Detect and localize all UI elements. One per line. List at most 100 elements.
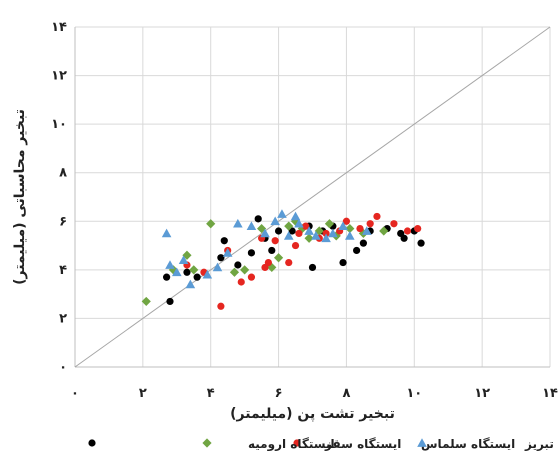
data-point [353, 246, 361, 255]
data-point [304, 226, 314, 235]
data-point [217, 254, 225, 262]
legend-label: ایستگاه ارومیه [248, 437, 335, 452]
legend-label: ایستگاه تبریز [524, 437, 558, 451]
data-point [246, 221, 257, 230]
series-4 [161, 209, 372, 289]
x-axis-title: تبخیر تشت پن (میلیمتر) [230, 406, 395, 422]
data-point [270, 216, 280, 226]
data-point [283, 231, 294, 240]
data-point [304, 233, 314, 243]
y-tick-label: ۱۴ [51, 20, 67, 35]
data-point [220, 237, 228, 245]
data-point [264, 258, 272, 267]
data-point [183, 268, 191, 276]
data-point [229, 267, 240, 277]
legend-label: ایستگاه سلماس [421, 437, 515, 451]
data-point [178, 255, 189, 264]
grid-lines [75, 26, 551, 367]
data-point [328, 228, 338, 238]
data-point [366, 220, 374, 228]
data-point [273, 253, 284, 263]
data-point [240, 265, 250, 275]
tick-labels: ۰ ۲ ۴ ۶ ۸ ۱۰ ۱۲ ۱۴ ۰ ۲ ۴ ۶ ۸ ۱۰ ۱۲ ۱۴ [51, 20, 558, 401]
reference-line-layer [74, 26, 551, 368]
data-point [233, 218, 243, 228]
data-point [212, 262, 223, 272]
y-tick-label: ۱۲ [51, 69, 67, 84]
legend: ایستگاه تبریز ایستگاه سلماس ایستگاه سقزایس… [88, 437, 558, 452]
data-point [161, 228, 172, 238]
y-tick-label: ۸ [59, 166, 67, 181]
data-point [342, 217, 351, 225]
data-point [254, 215, 262, 223]
legend-label: ایستگاه سقز [324, 437, 401, 451]
legend-item: ایستگاه ارومیه [248, 437, 427, 452]
data-point [217, 302, 225, 310]
data-point [322, 229, 330, 238]
data-point [247, 273, 256, 281]
x-tick-label: ۱۲ [474, 386, 490, 401]
data-point [193, 273, 201, 281]
data-point [288, 227, 296, 235]
y-axis-title: تبخیر محاسباتی (میلیمتر) [12, 109, 28, 285]
data-point [302, 222, 310, 230]
data-point [247, 249, 256, 257]
y-tick-label: ۶ [59, 214, 67, 229]
data-point [257, 223, 267, 234]
data-point [414, 224, 422, 233]
data-point [222, 248, 233, 257]
legend-marker [202, 438, 212, 448]
data-point [308, 263, 317, 272]
legend-marker [417, 438, 427, 447]
x-tick-label: ۶ [275, 386, 283, 401]
data-point [290, 211, 301, 221]
legend-marker [293, 439, 301, 447]
data-point [277, 209, 287, 218]
data-point [294, 218, 304, 228]
data-point [237, 278, 245, 286]
legend-item: ایستگاه سلماس [202, 437, 515, 451]
data-point [171, 267, 182, 277]
x-tick-label: ۴ [207, 386, 215, 401]
data-point [345, 231, 355, 240]
data-point [359, 239, 367, 247]
y-tick-label: ۰ [59, 360, 67, 375]
y-tick-label: ۲ [59, 311, 67, 326]
data-point [284, 221, 294, 231]
axes [74, 27, 550, 368]
data-point [163, 273, 171, 281]
legend-item: ایستگاه تبریز [88, 437, 558, 451]
data-point [373, 212, 381, 221]
x-tick-label: ۸ [342, 386, 350, 401]
data-point [361, 226, 372, 235]
data-point [295, 229, 303, 238]
legend-item: ایستگاه سقز [293, 437, 401, 451]
data-point [339, 258, 347, 267]
data-point [202, 269, 213, 279]
data-point [390, 220, 398, 228]
data-point [165, 260, 175, 269]
data-point [291, 241, 300, 250]
x-tick-label: ۰ [71, 386, 79, 401]
y-tick-label: ۴ [59, 263, 67, 278]
data-points [141, 209, 425, 310]
data-point [206, 219, 216, 229]
data-point [274, 227, 283, 235]
legend-marker [88, 439, 96, 447]
data-point [400, 234, 408, 242]
data-point [189, 265, 199, 275]
data-point [321, 233, 331, 243]
reference-line [74, 26, 551, 368]
data-point [271, 237, 279, 245]
data-point [417, 239, 425, 247]
x-tick-label: ۱۰ [406, 386, 422, 401]
data-point [379, 226, 389, 236]
data-point [260, 228, 270, 238]
data-point [141, 296, 151, 307]
data-point [234, 261, 242, 269]
data-point [168, 265, 178, 275]
x-tick-label: ۲ [139, 386, 147, 401]
data-point [285, 258, 293, 267]
data-point [185, 279, 196, 289]
